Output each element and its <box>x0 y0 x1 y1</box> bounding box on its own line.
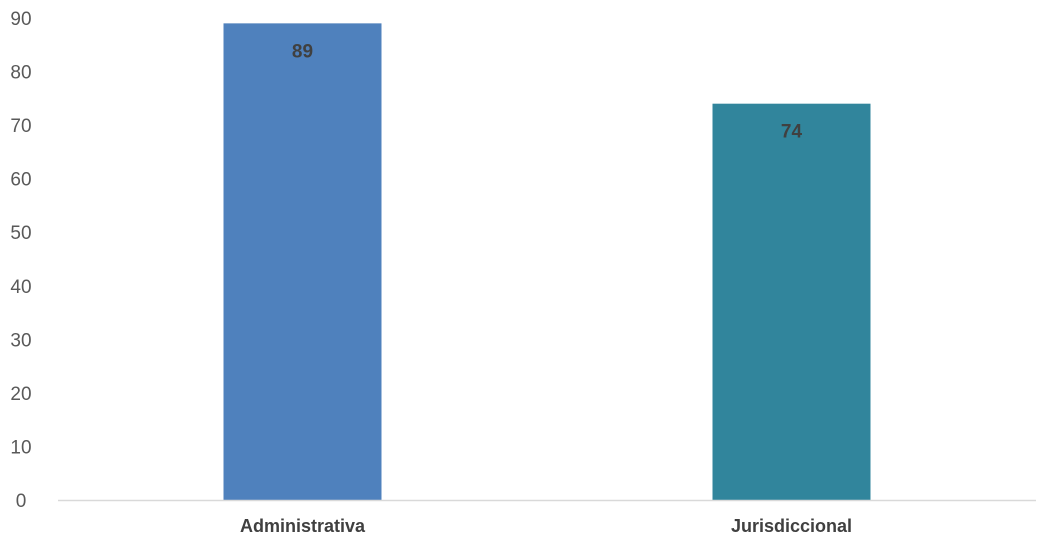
y-tick-label: 80 <box>10 63 31 84</box>
y-tick-label: 60 <box>10 170 31 191</box>
bar <box>712 103 871 500</box>
y-tick-label: 20 <box>10 384 31 405</box>
y-tick-label: 30 <box>10 330 31 351</box>
y-tick-label: 90 <box>10 9 31 30</box>
y-tick-label: 70 <box>10 116 31 137</box>
data-labels: 89 74 <box>292 41 803 142</box>
bar-series <box>223 23 871 500</box>
x-tick-label: Jurisdiccional <box>731 516 852 536</box>
bar <box>223 23 382 500</box>
y-tick-label: 10 <box>10 437 31 458</box>
data-label: 89 <box>292 41 313 62</box>
data-label: 74 <box>781 122 803 143</box>
x-axis-tick-labels: Administrativa Jurisdiccional <box>240 516 852 536</box>
y-tick-label: 40 <box>10 277 31 298</box>
y-tick-label: 0 <box>16 491 27 512</box>
y-tick-label: 50 <box>10 223 31 244</box>
x-tick-label: Administrativa <box>240 516 366 536</box>
y-axis-tick-labels: 0 10 20 30 40 50 60 70 80 90 <box>10 9 31 512</box>
